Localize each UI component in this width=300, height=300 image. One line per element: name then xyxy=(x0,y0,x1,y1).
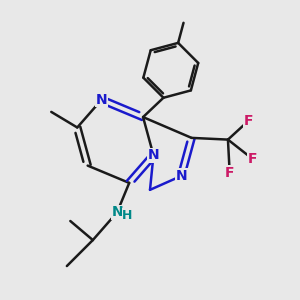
Text: F: F xyxy=(244,114,254,128)
Text: H: H xyxy=(122,208,133,222)
Text: F: F xyxy=(248,152,257,166)
Text: F: F xyxy=(225,166,234,179)
Text: N: N xyxy=(111,206,123,219)
Text: N: N xyxy=(96,93,107,107)
Text: N: N xyxy=(176,169,187,183)
Text: N: N xyxy=(148,148,159,162)
